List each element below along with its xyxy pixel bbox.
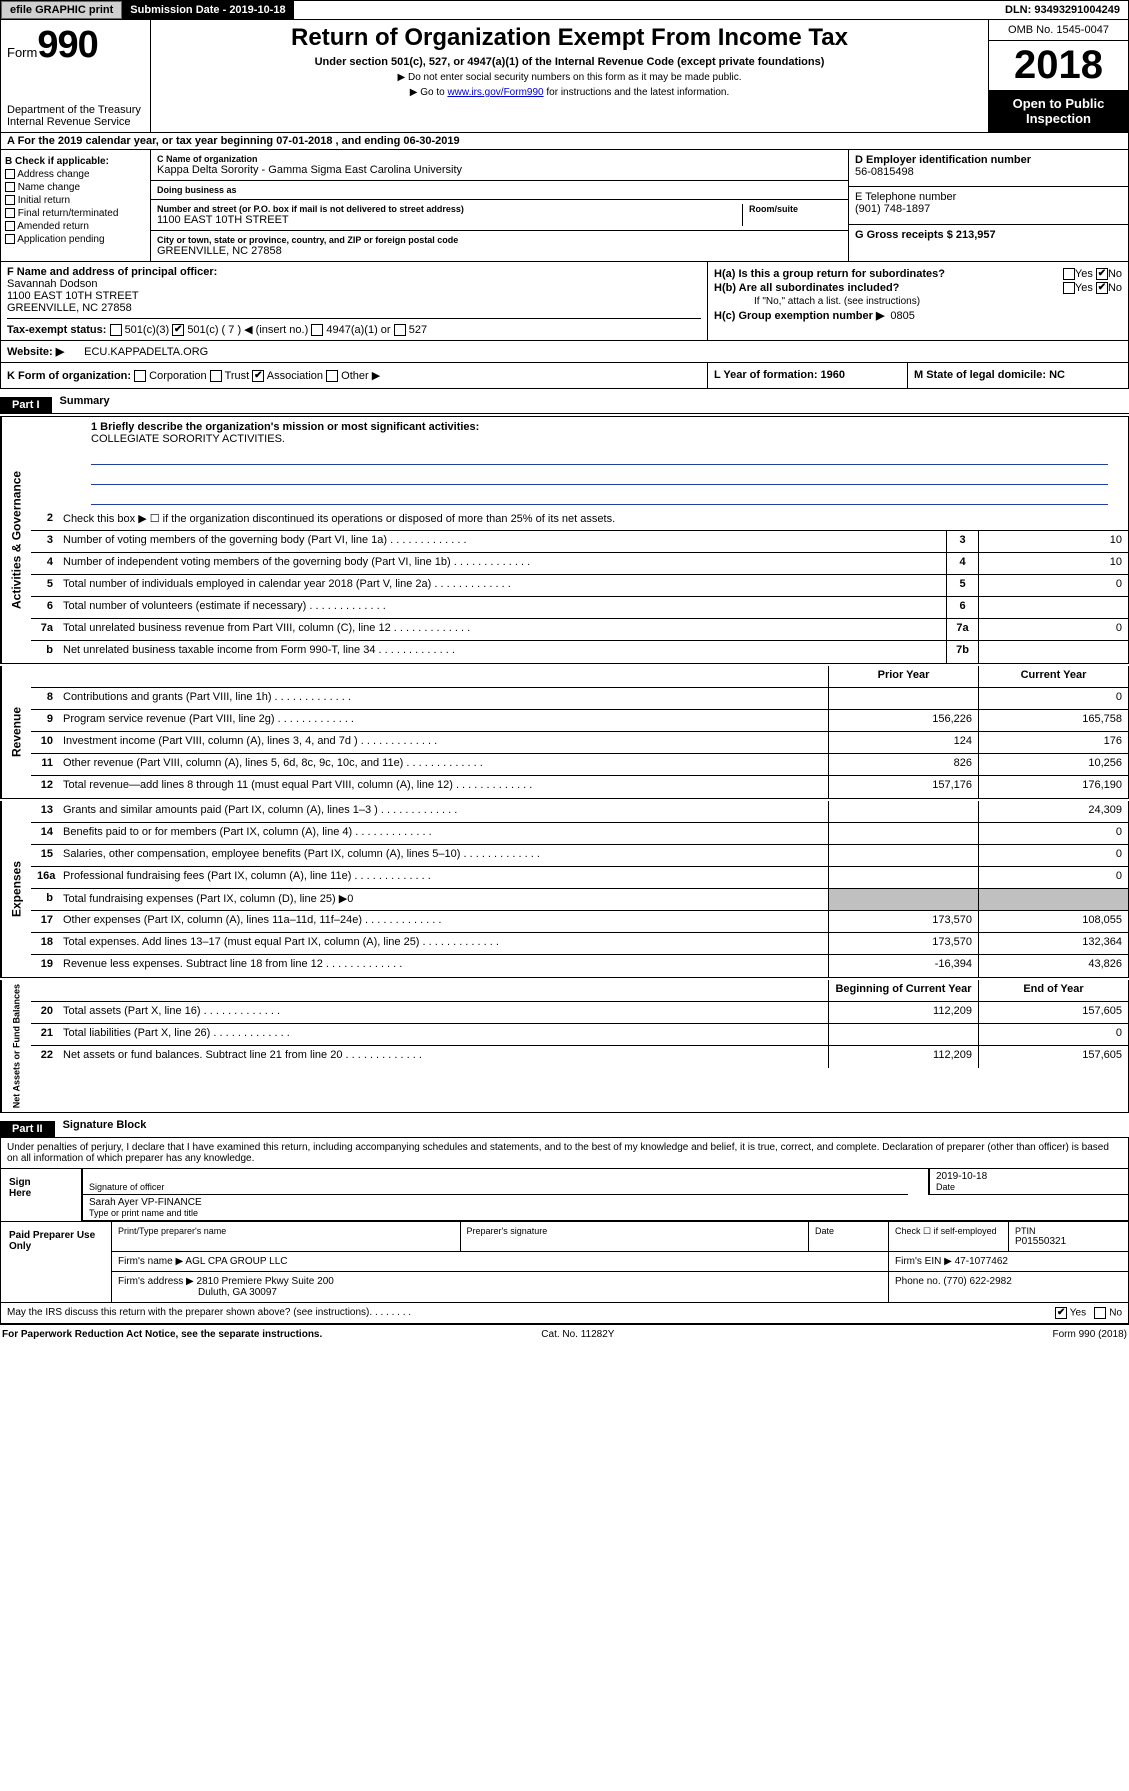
dln: DLN: 93493291004249	[997, 1, 1128, 19]
table-row: 20Total assets (Part X, line 16) 112,209…	[31, 1002, 1128, 1024]
org-city: GREENVILLE, NC 27858	[157, 245, 842, 257]
association-checkbox[interactable]	[252, 370, 264, 382]
website: ECU.KAPPADELTA.ORG	[84, 346, 208, 358]
sign-date: 2019-10-18	[936, 1171, 1122, 1182]
efile-button[interactable]: efile GRAPHIC print	[1, 1, 122, 19]
table-row: bTotal fundraising expenses (Part IX, co…	[31, 889, 1128, 911]
firm-name: AGL CPA GROUP LLC	[185, 1256, 287, 1267]
summary-netassets: Net Assets or Fund Balances Beginning of…	[0, 980, 1129, 1113]
table-row: 12Total revenue—add lines 8 through 11 (…	[31, 776, 1128, 798]
perjury-statement: Under penalties of perjury, I declare th…	[1, 1138, 1128, 1168]
form-number: Form990	[7, 24, 144, 67]
part1-header: Part I	[0, 397, 52, 413]
discuss-yes-checkbox[interactable]	[1055, 1307, 1067, 1319]
table-row: 18Total expenses. Add lines 13–17 (must …	[31, 933, 1128, 955]
table-row: 13Grants and similar amounts paid (Part …	[31, 801, 1128, 823]
officer-name: Savannah Dodson	[7, 278, 701, 290]
omb-number: OMB No. 1545-0047	[989, 20, 1128, 41]
form-note-1: ▶ Do not enter social security numbers o…	[398, 72, 742, 83]
dept-label: Department of the Treasury	[7, 104, 144, 116]
table-row: 22Net assets or fund balances. Subtract …	[31, 1046, 1128, 1068]
summary-revenue: Revenue Prior Year Current Year 8Contrib…	[0, 666, 1129, 799]
form-title: Return of Organization Exempt From Incom…	[291, 24, 848, 52]
table-row: 11Other revenue (Part VIII, column (A), …	[31, 754, 1128, 776]
top-bar: efile GRAPHIC print Submission Date - 20…	[0, 0, 1129, 20]
ptin: P01550321	[1015, 1236, 1122, 1247]
telephone: (901) 748-1897	[855, 203, 1122, 215]
table-row: 21Total liabilities (Part X, line 26) 0	[31, 1024, 1128, 1046]
section-j: Website: ▶ ECU.KAPPADELTA.ORG	[0, 341, 1129, 363]
form-subtitle: Under section 501(c), 527, or 4947(a)(1)…	[315, 56, 825, 68]
form-header: Form990 Department of the Treasury Inter…	[0, 20, 1129, 133]
klm-row: K Form of organization: Corporation Trus…	[0, 363, 1129, 389]
gov-row: 7a Total unrelated business revenue from…	[31, 619, 1128, 641]
table-row: 16aProfessional fundraising fees (Part I…	[31, 867, 1128, 889]
mission-text: COLLEGIATE SORORITY ACTIVITIES.	[91, 433, 1108, 445]
year-formation: L Year of formation: 1960	[714, 369, 845, 381]
submission-date: Submission Date - 2019-10-18	[122, 1, 293, 19]
table-row: 9Program service revenue (Part VIII, lin…	[31, 710, 1128, 732]
instructions-link[interactable]: www.irs.gov/Form990	[447, 87, 543, 98]
gov-row: 6 Total number of volunteers (estimate i…	[31, 597, 1128, 619]
summary-governance: Activities & Governance 1 Briefly descri…	[0, 416, 1129, 664]
org-address: 1100 EAST 10TH STREET	[157, 214, 742, 226]
officer-name-title: Sarah Ayer VP-FINANCE	[89, 1197, 1122, 1208]
org-name: Kappa Delta Sorority - Gamma Sigma East …	[157, 164, 842, 176]
gov-row: 5 Total number of individuals employed i…	[31, 575, 1128, 597]
form-note-2: ▶ Go to www.irs.gov/Form990 for instruct…	[410, 87, 730, 98]
tax-period: A For the 2019 calendar year, or tax yea…	[0, 133, 1129, 150]
firm-ein: 47-1077462	[955, 1256, 1008, 1267]
ein: 56-0815498	[855, 166, 1122, 178]
table-row: 17Other expenses (Part IX, column (A), l…	[31, 911, 1128, 933]
fh-block: F Name and address of principal officer:…	[0, 262, 1129, 341]
gross-receipts: G Gross receipts $ 213,957	[855, 229, 1122, 241]
table-row: 15Salaries, other compensation, employee…	[31, 845, 1128, 867]
firm-phone: (770) 622-2982	[943, 1276, 1011, 1287]
501c7-checkbox[interactable]	[172, 324, 184, 336]
gov-row: b Net unrelated business taxable income …	[31, 641, 1128, 663]
group-exemption: 0805	[890, 310, 914, 322]
summary-expenses: Expenses 13Grants and similar amounts pa…	[0, 801, 1129, 978]
open-inspection: Open to Public Inspection	[989, 90, 1128, 132]
table-row: 8Contributions and grants (Part VIII, li…	[31, 688, 1128, 710]
entity-block: B Check if applicable: Address change Na…	[0, 150, 1129, 262]
gov-row: 3 Number of voting members of the govern…	[31, 531, 1128, 553]
table-row: 10Investment income (Part VIII, column (…	[31, 732, 1128, 754]
part2-header: Part II	[0, 1121, 55, 1137]
irs-label: Internal Revenue Service	[7, 116, 144, 128]
gov-row: 4 Number of independent voting members o…	[31, 553, 1128, 575]
table-row: 19Revenue less expenses. Subtract line 1…	[31, 955, 1128, 977]
section-b: B Check if applicable: Address change Na…	[1, 150, 151, 261]
table-row: 14Benefits paid to or for members (Part …	[31, 823, 1128, 845]
state-domicile: M State of legal domicile: NC	[914, 369, 1065, 381]
section-c: C Name of organization Kappa Delta Soror…	[151, 150, 848, 261]
page-footer: For Paperwork Reduction Act Notice, see …	[0, 1324, 1129, 1344]
signature-block: Under penalties of perjury, I declare th…	[0, 1138, 1129, 1324]
tax-year: 2018	[989, 41, 1128, 90]
form-ref: Form 990 (2018)	[1053, 1329, 1127, 1340]
